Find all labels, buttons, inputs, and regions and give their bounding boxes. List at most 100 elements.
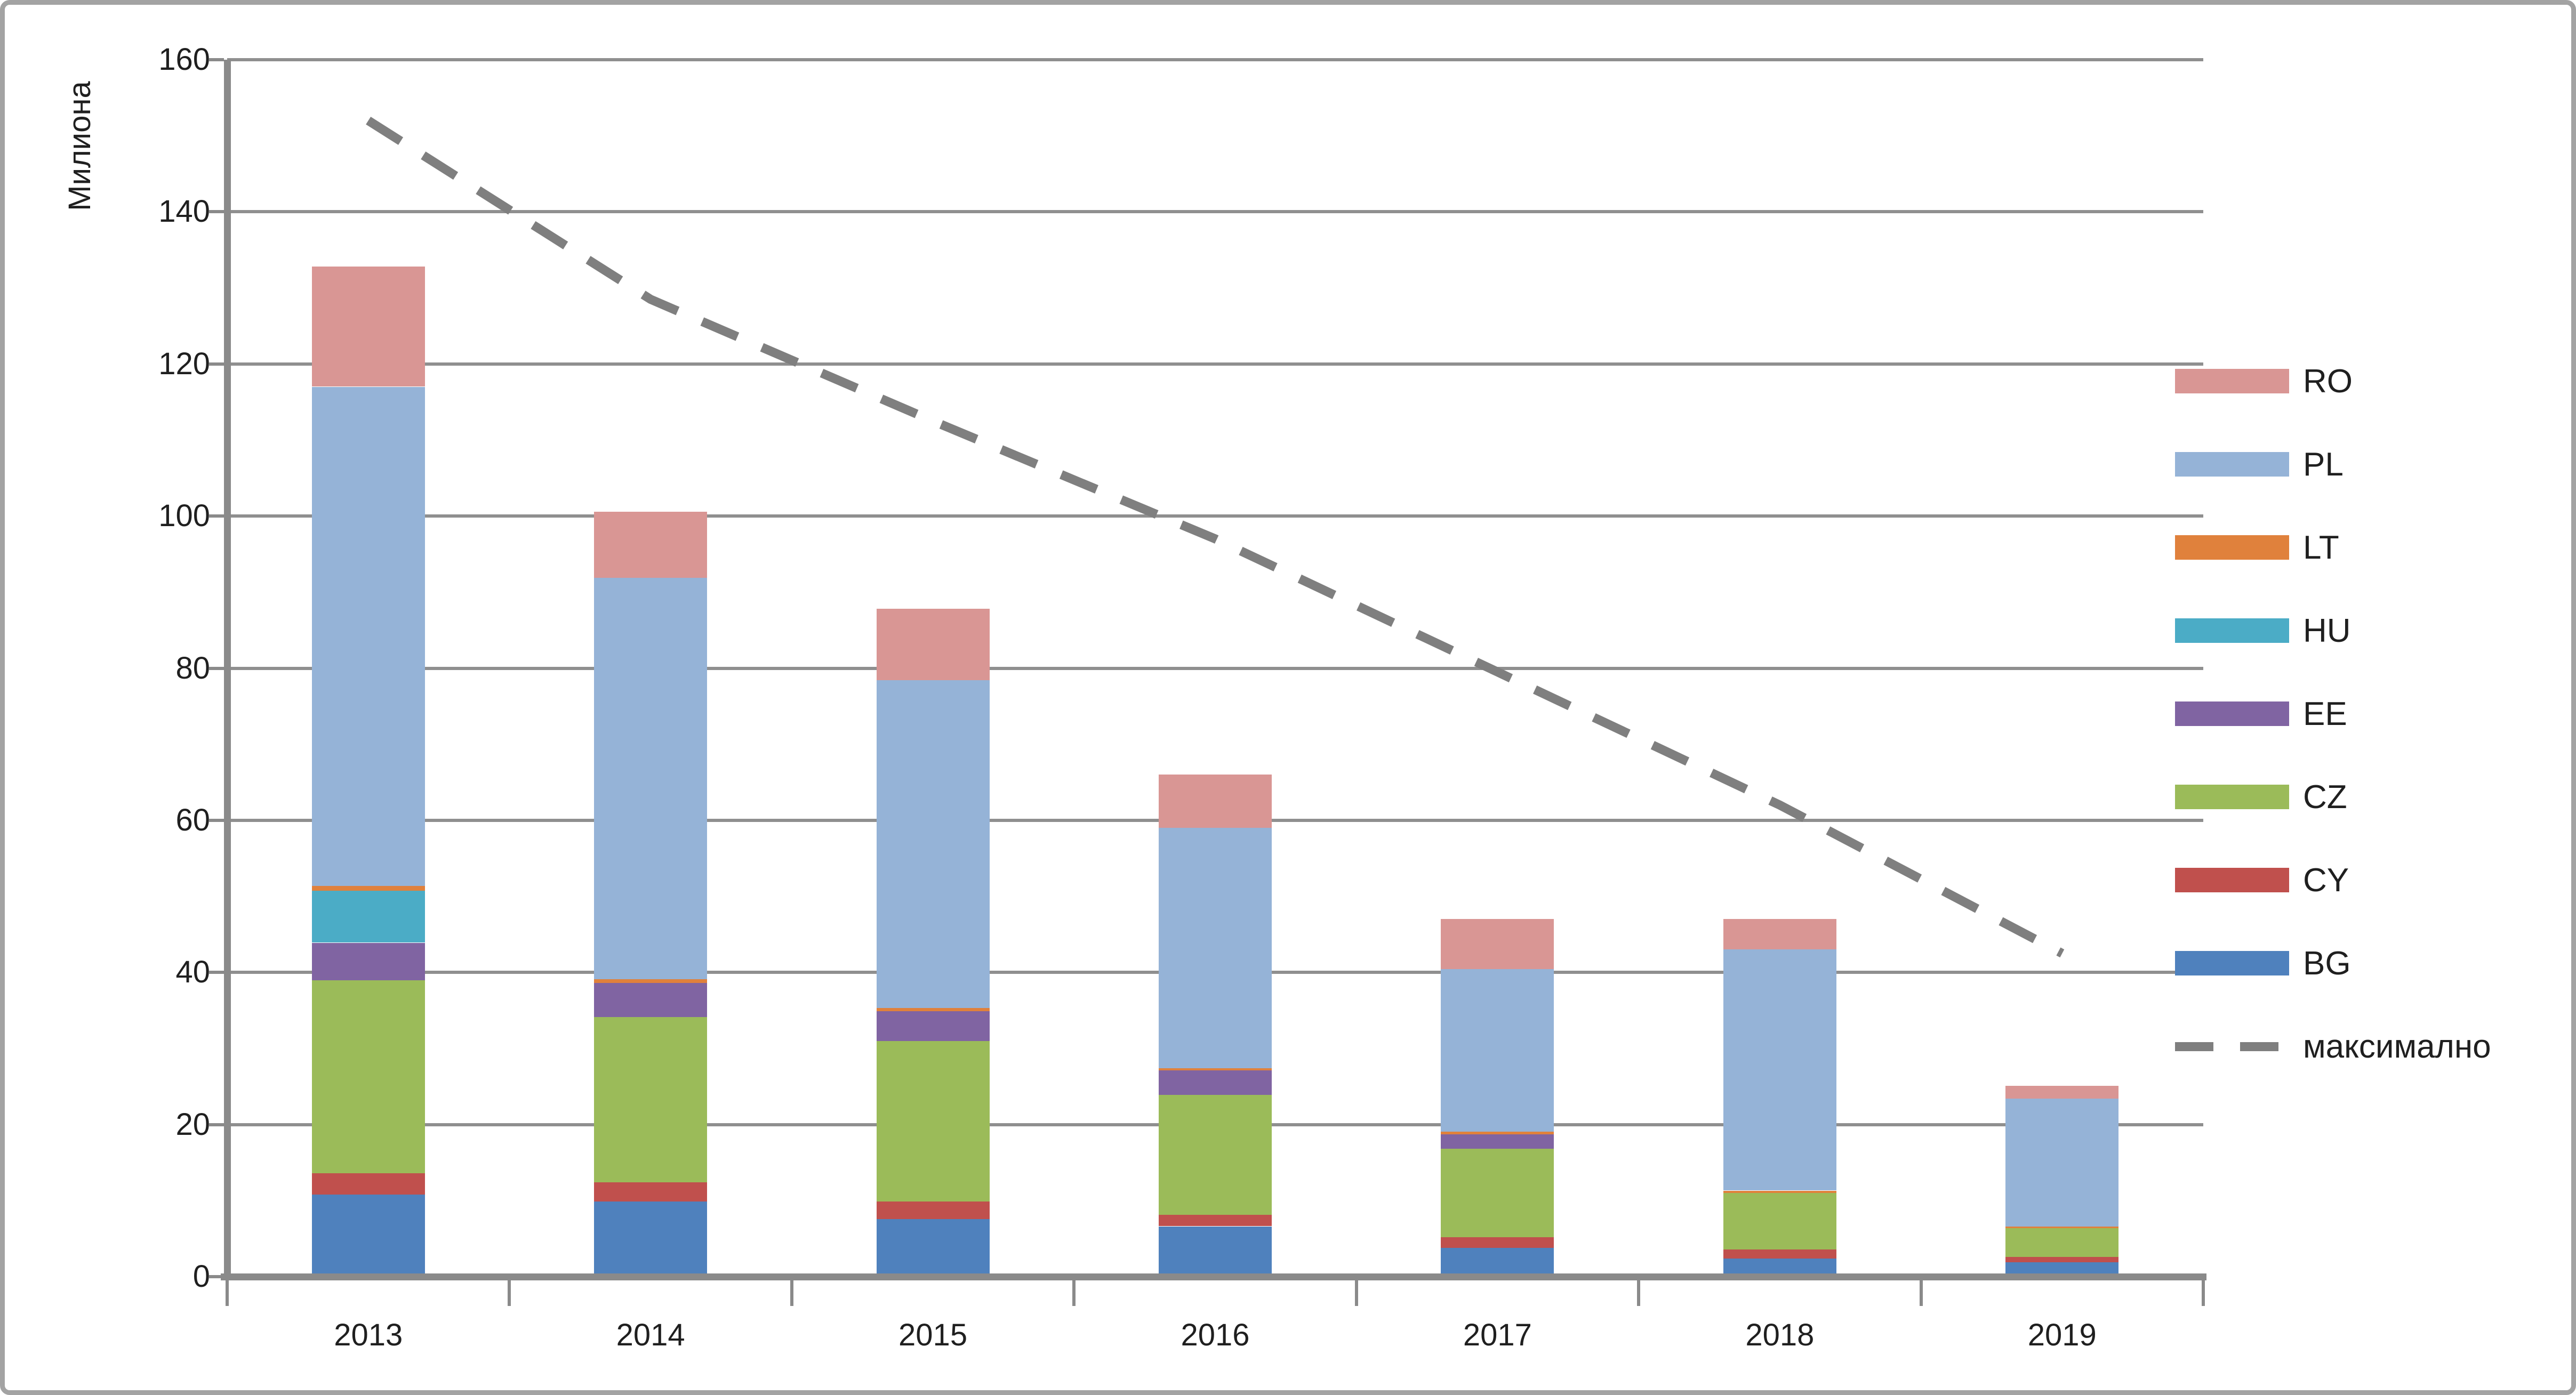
bar-segment-BG-2015 xyxy=(877,1219,990,1277)
max-line-path xyxy=(366,117,2065,958)
bar-segment-RO-2019 xyxy=(2005,1086,2118,1099)
bar-segment-PL-2016 xyxy=(1159,828,1272,1068)
x-tick-mark xyxy=(1072,1280,1076,1306)
bar-segment-EE-2017 xyxy=(1441,1134,1554,1149)
bar-segment-LT-2019 xyxy=(2005,1227,2118,1228)
legend-swatch-CY xyxy=(2175,868,2289,892)
legend-label-RO: RO xyxy=(2303,362,2353,400)
legend-item-максимално: максимално xyxy=(2175,1028,2491,1065)
max-line xyxy=(366,117,2065,958)
legend-label-CZ: CZ xyxy=(2303,778,2347,816)
legend-label-EE: EE xyxy=(2303,695,2347,732)
x-tick-mark xyxy=(508,1280,511,1306)
legend-item-BG: BG xyxy=(2175,945,2351,982)
bar-segment-BG-2013 xyxy=(312,1195,425,1277)
bar-segment-PL-2018 xyxy=(1723,949,1836,1190)
bar-segment-LT-2017 xyxy=(1441,1132,1554,1134)
bar-segment-RO-2016 xyxy=(1159,775,1272,828)
bar-segment-BG-2017 xyxy=(1441,1248,1554,1277)
x-axis-label: 2018 xyxy=(1745,1318,1815,1352)
y-tick-mark xyxy=(209,514,224,518)
bar-segment-RO-2015 xyxy=(877,609,990,680)
legend-item-EE: EE xyxy=(2175,696,2347,732)
y-tick-label: 100 xyxy=(158,498,210,534)
legend-item-CY: CY xyxy=(2175,862,2349,899)
legend-item-CZ: CZ xyxy=(2175,779,2347,816)
legend-label-максимално: максимално xyxy=(2303,1028,2491,1065)
y-tick-label: 0 xyxy=(192,1259,210,1294)
legend-dash-sample xyxy=(2175,1042,2289,1051)
gridline xyxy=(227,210,2203,214)
y-tick-mark xyxy=(209,818,224,822)
x-tick-mark xyxy=(1637,1280,1641,1306)
x-axis-label: 2017 xyxy=(1463,1318,1532,1352)
legend-label-HU: HU xyxy=(2303,612,2351,649)
y-tick-label: 140 xyxy=(158,194,210,229)
x-tick-mark xyxy=(2202,1280,2205,1306)
bar-segment-PL-2014 xyxy=(594,578,707,979)
bar-segment-RO-2014 xyxy=(594,512,707,578)
bar-segment-CY-2015 xyxy=(877,1202,990,1219)
bar-segment-LT-2014 xyxy=(594,979,707,983)
x-axis-label: 2013 xyxy=(334,1318,403,1352)
legend-label-LT: LT xyxy=(2303,529,2339,566)
bar-segment-LT-2018 xyxy=(1723,1191,1836,1193)
y-tick-mark xyxy=(209,362,224,366)
y-tick-mark xyxy=(209,1123,224,1126)
y-tick-label: 80 xyxy=(175,650,210,686)
bar-segment-CY-2013 xyxy=(312,1173,425,1195)
gridline xyxy=(227,58,2203,61)
bar-segment-HU-2013 xyxy=(312,890,425,942)
gridline xyxy=(227,666,2203,670)
legend-label-PL: PL xyxy=(2303,446,2344,483)
legend-item-LT: LT xyxy=(2175,529,2339,566)
bar-segment-RO-2013 xyxy=(312,267,425,386)
x-axis-line xyxy=(221,1273,2206,1280)
x-axis-label: 2014 xyxy=(616,1318,685,1352)
legend-swatch-RO xyxy=(2175,369,2289,393)
bar-segment-PL-2019 xyxy=(2005,1099,2118,1227)
bar-segment-CY-2018 xyxy=(1723,1249,1836,1259)
x-axis-label: 2019 xyxy=(2027,1318,2097,1352)
bar-segment-BG-2014 xyxy=(594,1202,707,1277)
bar-segment-LT-2013 xyxy=(312,886,425,891)
bar-segment-PL-2013 xyxy=(312,387,425,886)
bar-segment-CZ-2016 xyxy=(1159,1095,1272,1215)
bar-segment-CY-2019 xyxy=(2005,1257,2118,1262)
legend-swatch-HU xyxy=(2175,618,2289,643)
bar-segment-CZ-2018 xyxy=(1723,1193,1836,1249)
y-tick-mark xyxy=(209,210,224,214)
bar-segment-PL-2017 xyxy=(1441,969,1554,1132)
gridline xyxy=(227,362,2203,366)
legend-item-PL: PL xyxy=(2175,446,2344,483)
bar-segment-CY-2016 xyxy=(1159,1215,1272,1226)
bar-segment-CY-2017 xyxy=(1441,1237,1554,1248)
y-tick-label: 120 xyxy=(158,346,210,381)
legend-swatch-EE xyxy=(2175,701,2289,726)
x-axis-label: 2015 xyxy=(898,1318,968,1352)
bar-segment-EE-2013 xyxy=(312,943,425,980)
x-tick-mark xyxy=(790,1280,793,1306)
legend-label-CY: CY xyxy=(2303,861,2349,899)
bar-segment-CZ-2013 xyxy=(312,980,425,1173)
y-tick-mark xyxy=(209,971,224,974)
legend-item-RO: RO xyxy=(2175,363,2353,400)
x-axis-label: 2016 xyxy=(1181,1318,1250,1352)
x-tick-mark xyxy=(1919,1280,1923,1306)
legend-label-BG: BG xyxy=(2303,945,2351,982)
bar-segment-CZ-2017 xyxy=(1441,1149,1554,1237)
x-tick-mark xyxy=(1354,1280,1358,1306)
y-tick-mark xyxy=(209,58,224,61)
legend-swatch-PL xyxy=(2175,452,2289,477)
legend-swatch-CZ xyxy=(2175,785,2289,809)
legend-item-HU: HU xyxy=(2175,612,2351,649)
y-tick-label: 160 xyxy=(158,42,210,77)
y-tick-label: 20 xyxy=(175,1107,210,1142)
y-tick-mark xyxy=(209,1275,224,1278)
bar-segment-LT-2015 xyxy=(877,1008,990,1011)
bar-segment-EE-2014 xyxy=(594,983,707,1017)
bar-segment-EE-2015 xyxy=(877,1011,990,1041)
y-tick-mark xyxy=(209,666,224,670)
gridline xyxy=(227,514,2203,518)
x-tick-mark xyxy=(226,1280,229,1306)
